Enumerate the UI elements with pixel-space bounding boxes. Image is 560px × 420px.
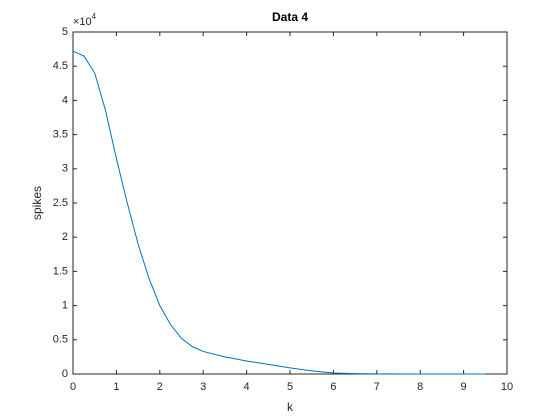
y-tick-label: 1 bbox=[62, 300, 68, 312]
y-tick-label: 4.5 bbox=[53, 60, 68, 72]
x-tick-label: 4 bbox=[244, 381, 250, 393]
x-tick-label: 9 bbox=[461, 381, 467, 393]
y-tick-label: 2.5 bbox=[53, 197, 68, 209]
x-tick-label: 8 bbox=[417, 381, 423, 393]
y-tick-label: 5 bbox=[62, 26, 68, 38]
y-tick-label: 4 bbox=[62, 94, 68, 106]
y-tick-label: 1.5 bbox=[53, 265, 68, 277]
y-tick-label: 0 bbox=[62, 368, 68, 380]
chart-title: Data 4 bbox=[272, 10, 308, 24]
axes-box bbox=[72, 31, 508, 375]
x-tick-label: 5 bbox=[287, 381, 293, 393]
x-tick-label: 7 bbox=[374, 381, 380, 393]
x-tick-label: 2 bbox=[157, 381, 163, 393]
y-multiplier-exponent: 4 bbox=[92, 12, 97, 21]
x-tick-label: 6 bbox=[330, 381, 336, 393]
x-tick-label: 1 bbox=[113, 381, 119, 393]
x-axis-label: k bbox=[287, 400, 294, 414]
y-multiplier-base: ×10 bbox=[73, 16, 92, 28]
y-tick-label: 0.5 bbox=[53, 334, 68, 346]
y-tick-label: 3.5 bbox=[53, 129, 68, 141]
y-axis-label: spikes bbox=[30, 186, 44, 220]
x-tick-label: 3 bbox=[200, 381, 206, 393]
y-tick-label: 3 bbox=[62, 163, 68, 175]
x-tick-label: 0 bbox=[70, 381, 76, 393]
y-tick-label: 2 bbox=[62, 231, 68, 243]
x-tick-label: 10 bbox=[501, 381, 513, 393]
y-multiplier: ×104 bbox=[73, 12, 97, 28]
data-line bbox=[72, 50, 486, 375]
